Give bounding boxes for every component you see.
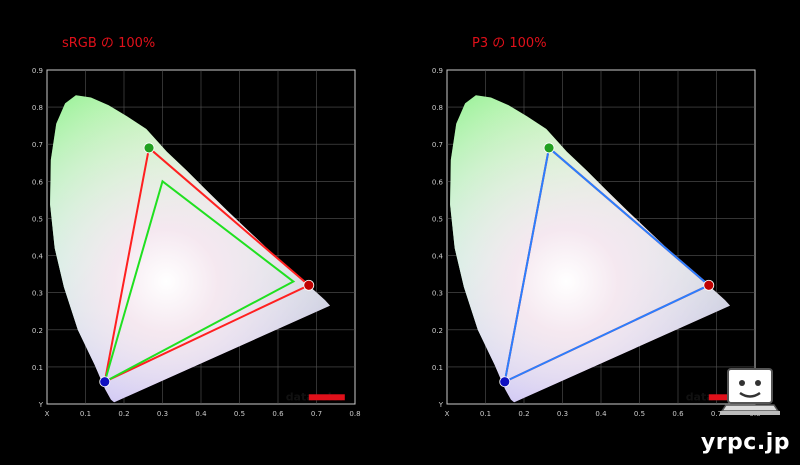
chart-panel-p3: P3 の 100% X 0.1 0.2 0.3 0.4 0.5 0.6 0.7 0.8 Y 0.1 0… [400, 0, 800, 461]
x-tick-label: 0.2 [518, 410, 529, 418]
gamut-triangle [103, 146, 311, 384]
y-tick-label: 0.5 [432, 215, 443, 223]
y-tick-label: 0.6 [32, 178, 44, 186]
watermark-text: yrpc.jp [700, 430, 790, 455]
y-tick-label: 0.7 [32, 141, 43, 149]
primary-marker [99, 376, 111, 388]
x-tick-label: 0.8 [349, 410, 360, 418]
site-logo [720, 367, 782, 423]
x-tick-label: 0.3 [157, 410, 168, 418]
brand-bar [308, 394, 345, 401]
x-tick-label: 0.3 [557, 410, 568, 418]
y-tick-label: 0.2 [432, 327, 443, 335]
x-tick-label: 0.1 [80, 410, 91, 418]
chart-title: P3 の 100% [472, 36, 547, 51]
x-tick-label: X [45, 410, 50, 418]
primary-marker [703, 279, 715, 291]
chart-title: sRGB の 100% [62, 36, 156, 51]
y-tick-label: 0.8 [432, 104, 443, 112]
x-tick-label: 0.2 [118, 410, 129, 418]
cie-chart-p3: X 0.1 0.2 0.3 0.4 0.5 0.6 0.7 0.8 Y 0.1 0.2 0.3 0.4 0.… [432, 67, 761, 418]
x-tick-label: 0.5 [634, 410, 645, 418]
cie-chart-srgb: X 0.1 0.2 0.3 0.4 0.5 0.6 0.7 0.8 Y 0.1 0.2 0.3 0.4 0.… [32, 67, 361, 418]
white-point-glow [450, 95, 730, 403]
y-tick-label: 0.7 [432, 141, 443, 149]
y-tick-label: 0.3 [32, 290, 43, 298]
y-tick-label: 0.9 [432, 67, 443, 75]
white-point-glow [50, 95, 330, 403]
y-tick-label: Y [438, 401, 444, 409]
x-tick-label: 0.5 [234, 410, 245, 418]
y-tick-label: 0.1 [432, 364, 443, 372]
x-tick-label: 0.6 [272, 410, 284, 418]
primary-marker [543, 142, 555, 154]
y-tick-label: 0.8 [32, 104, 43, 112]
brand-bar [708, 394, 745, 401]
gamut-triangle [503, 146, 711, 384]
y-tick-label: Y [38, 401, 44, 409]
y-tick-label: 0.9 [32, 67, 43, 75]
x-tick-label: 0.6 [672, 410, 684, 418]
gamut-triangle [103, 179, 296, 384]
y-tick-label: 0.4 [32, 253, 44, 261]
x-tick-label: 0.1 [480, 410, 491, 418]
x-tick-label: 0.4 [595, 410, 607, 418]
x-tick-label: 0.4 [195, 410, 207, 418]
x-tick-label: 0.7 [311, 410, 322, 418]
y-tick-label: 0.1 [32, 364, 43, 372]
y-tick-label: 0.3 [432, 290, 443, 298]
primary-marker [303, 279, 315, 291]
chart-panel-srgb: sRGB の 100% X 0.1 0.2 0.3 0.4 0.5 0.6 0.7 0.8 Y 0.… [0, 0, 400, 461]
x-tick-label: 0.7 [711, 410, 722, 418]
y-tick-label: 0.2 [32, 327, 43, 335]
y-tick-label: 0.4 [432, 253, 444, 261]
y-tick-label: 0.5 [32, 215, 43, 223]
primary-marker [143, 142, 155, 154]
x-tick-label: X [445, 410, 450, 418]
y-tick-label: 0.6 [432, 178, 444, 186]
laptop-icon [720, 368, 780, 415]
primary-marker [499, 376, 511, 388]
